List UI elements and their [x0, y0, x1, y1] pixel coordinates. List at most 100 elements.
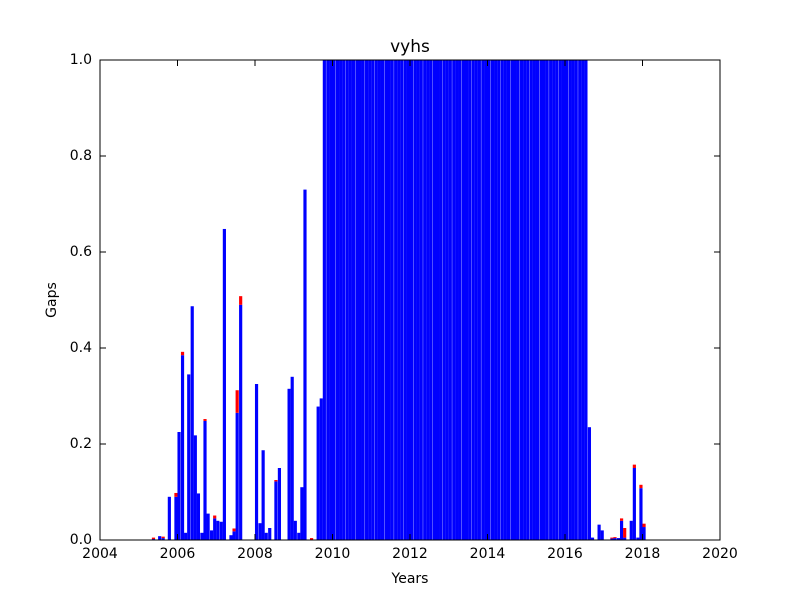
bar-segment — [303, 189, 307, 540]
bar-segment — [254, 384, 259, 540]
bar-segment — [300, 487, 304, 540]
bar-segment — [232, 531, 236, 540]
bar-segment — [397, 60, 401, 540]
y-tick-label: 1.0 — [70, 52, 92, 68]
x-tick-label: 2004 — [82, 546, 118, 562]
bar-segment — [471, 60, 475, 540]
bar-segment — [213, 515, 217, 519]
bar-segment — [329, 60, 333, 540]
bar-segment — [549, 60, 553, 540]
bar-segment — [216, 520, 220, 540]
bar-segment — [623, 537, 627, 540]
bar-segment — [361, 60, 365, 540]
bar-segment — [332, 60, 336, 540]
bar-segment — [452, 60, 456, 540]
bar-segment — [448, 60, 452, 540]
bar-segment — [319, 398, 323, 540]
bar-segment — [568, 60, 572, 540]
bar-segment — [326, 60, 330, 540]
y-tick-label: 0.8 — [70, 148, 92, 164]
bar-segment — [581, 60, 585, 540]
bar-segment — [400, 60, 404, 540]
x-tick-label: 2008 — [237, 546, 273, 562]
bar-segment — [413, 60, 417, 540]
bar-segment — [558, 60, 562, 540]
bar-segment — [600, 530, 604, 540]
bar-segment — [335, 60, 340, 540]
bar-segment — [213, 518, 217, 540]
bar-segment — [293, 520, 297, 540]
bar-segment — [516, 60, 520, 540]
bar-segment — [158, 536, 162, 540]
bar-segment — [490, 60, 495, 540]
bar-segment — [461, 60, 466, 540]
bar-segment — [177, 432, 181, 540]
bar-segment — [429, 60, 433, 540]
bar-segment — [409, 60, 414, 540]
bar-segment — [365, 60, 369, 540]
bar-segment — [345, 60, 349, 540]
y-tick-label: 0.4 — [70, 340, 92, 356]
bar-segment — [174, 492, 178, 497]
bar-segment — [584, 60, 588, 540]
y-tick-label: 0.0 — [70, 532, 92, 548]
bar-segment — [200, 532, 204, 540]
bar-segment — [468, 60, 472, 540]
bar-segment — [167, 496, 171, 540]
bar-segment — [642, 523, 646, 528]
bar-segment — [523, 60, 527, 540]
bar-segment — [445, 60, 449, 540]
bar-segment — [455, 60, 459, 540]
x-tick-label: 2018 — [625, 546, 661, 562]
bar-segment — [532, 60, 536, 540]
bar-segment — [439, 60, 443, 540]
chart-title: vyhs — [390, 37, 430, 57]
x-axis-label: Years — [391, 571, 429, 587]
bar-segment — [435, 60, 440, 540]
bar-segment — [510, 60, 514, 540]
bar-segment — [610, 538, 614, 540]
bar-segment — [497, 60, 501, 540]
bar-segment — [616, 538, 621, 540]
bar-segment — [416, 60, 420, 540]
bar-segment — [574, 60, 578, 540]
bar-segment — [151, 537, 156, 540]
bar-segment — [264, 532, 268, 540]
bar-segment — [287, 388, 291, 540]
bar-segment — [610, 537, 614, 539]
x-tick-label: 2016 — [547, 546, 583, 562]
bar-segment — [419, 60, 423, 540]
bar-segment — [377, 60, 381, 540]
bar-segment — [636, 537, 640, 540]
bar-segment — [642, 527, 646, 540]
bar-segment — [623, 528, 627, 538]
bars — [151, 60, 646, 540]
bar-segment — [239, 304, 243, 540]
bar-segment — [555, 60, 559, 540]
bar-segment — [206, 513, 210, 540]
bar-segment — [387, 60, 391, 540]
y-tick-label: 0.6 — [70, 244, 92, 260]
bar-segment — [423, 60, 427, 540]
bar-segment — [187, 374, 191, 540]
bar-segment — [526, 60, 530, 540]
bar-segment — [229, 535, 233, 540]
bar-segment — [506, 60, 511, 540]
bar-segment — [571, 60, 575, 540]
bar-segment — [552, 60, 556, 540]
bar-segment — [477, 60, 481, 540]
bar-segment — [590, 537, 595, 540]
bar-segment — [535, 60, 540, 540]
x-tick-label: 2012 — [392, 546, 428, 562]
bar-segment — [632, 464, 636, 468]
bar-segment — [520, 60, 524, 540]
bar-segment — [564, 60, 569, 540]
bar-segment — [239, 296, 243, 305]
bar-segment — [503, 60, 507, 540]
bar-segment — [290, 376, 294, 540]
bar-segment — [494, 60, 498, 540]
x-tick-label: 2010 — [315, 546, 351, 562]
x-tick-label: 2014 — [470, 546, 506, 562]
bar-segment — [203, 420, 207, 540]
